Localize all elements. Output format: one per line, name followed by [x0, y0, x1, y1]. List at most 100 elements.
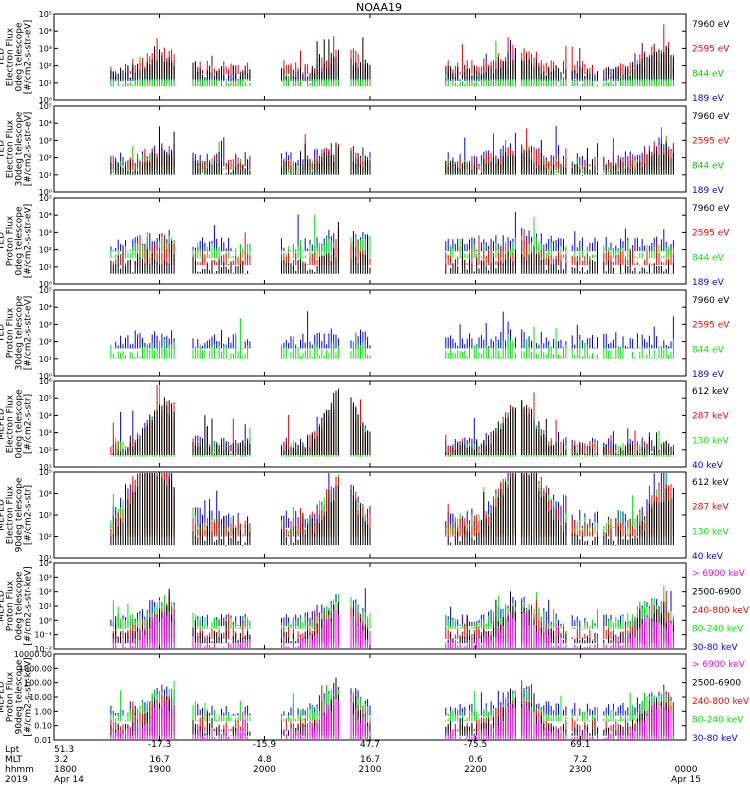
channel-label: 2595 eV — [692, 321, 730, 331]
y-axis-label-line: Proton Flux — [6, 671, 16, 722]
y-tick-label: 10¹ — [39, 463, 52, 472]
y-tick-label: 10⁵ — [39, 102, 52, 111]
y-axis-label-line: [#/cm2-s-str-eV] — [24, 20, 34, 95]
series-trace — [110, 222, 674, 275]
y-axis-label: MEPED Electron Flux 90deg telescope [#/cm2-… — [0, 477, 34, 552]
y-axis-label-line: 0deg telescope — [15, 22, 25, 92]
y-axis-label-line: TED — [0, 48, 7, 67]
ephemeris-value: 1900 — [148, 765, 171, 775]
series-6900-keV — [112, 606, 674, 648]
y-tick-label: 10⁴ — [39, 559, 52, 568]
y-axis-label-line: MEPED — [0, 681, 7, 713]
y-axis-label-line: TED — [0, 232, 7, 251]
ephemeris-value: 2100 — [359, 765, 382, 775]
channel-label: 844 eV — [692, 253, 725, 263]
series-trace — [110, 388, 674, 456]
series-group — [110, 311, 674, 360]
figure-title: NOAA19 — [356, 1, 402, 14]
panel-4: 10⁰ 10¹ 10² 10³ 10⁴ 10⁵ TED Proton Flux 30deg te… — [0, 286, 730, 381]
channel-label: 2595 eV — [692, 137, 730, 147]
y-tick-label: 10000.00 — [14, 650, 52, 659]
series-844-eV — [110, 318, 674, 360]
channel-label: 80-240 keV — [692, 625, 744, 635]
channel-label: 2500-6900 — [692, 679, 741, 689]
channel-label: 287 keV — [692, 412, 729, 422]
y-axis-label-line: TED — [0, 140, 7, 159]
ephemeris-value: 7.2 — [573, 755, 587, 765]
series-trace — [112, 606, 674, 648]
y-axis-label-line: Proton Flux — [6, 307, 16, 358]
y-axis-label-line: 0deg telescope — [15, 571, 25, 641]
series-7960-eV — [110, 126, 674, 176]
y-axis-label: MEPED Electron Flux 0deg telescope [#/cm2-s… — [0, 389, 34, 459]
ephemeris-value: 4.8 — [257, 755, 272, 765]
channel-label: 40 keV — [692, 552, 724, 562]
ephemeris-lat-value: 47.7 — [360, 740, 380, 750]
y-tick-label: 10³ — [39, 228, 52, 237]
channel-label: 844 eV — [692, 345, 725, 355]
ephemeris-value: 0.6 — [468, 755, 483, 765]
y-axis-label-line: [#/cm2-s-str-eV] — [24, 204, 34, 279]
series-trace — [110, 473, 674, 547]
y-tick-label: 10⁴ — [39, 27, 52, 36]
panel-2: 10⁰ 10¹ 10² 10³ 10⁴ 10⁵ TED Electron Flux 30deg … — [0, 102, 730, 197]
channel-label: 130 keV — [692, 527, 729, 537]
y-axis-label-line: 90deg telescope — [15, 659, 25, 734]
ephemeris-lat-value: -17.3 — [148, 740, 171, 750]
y-axis-label: TED Proton Flux 30deg telescope [#/cm2-s-st… — [0, 295, 34, 370]
channel-label: 844 eV — [692, 161, 725, 171]
ephemeris-value: 16.7 — [150, 755, 170, 765]
panel-6: 10¹ 10² 10³ 10⁴ 10⁵ MEPED Electron Flux 90deg t… — [0, 468, 729, 563]
y-tick-label: 1000.00 — [19, 664, 52, 673]
y-tick-label: 10⁻² — [34, 645, 52, 654]
y-tick-label: 10³ — [39, 573, 52, 582]
series-trace — [110, 688, 674, 739]
channel-label: 240-800 keV — [692, 606, 750, 616]
series-trace — [110, 126, 674, 176]
y-tick-label: 100.00 — [24, 679, 52, 688]
channel-label: 2595 eV — [692, 229, 730, 239]
y-axis-label-line: MEPED — [0, 499, 7, 531]
channel-label: 2500-6900 — [692, 588, 741, 598]
y-tick-label: 10⁴ — [39, 303, 52, 312]
y-axis-label-line: TED — [0, 324, 7, 343]
y-tick-label: 10³ — [39, 136, 52, 145]
y-tick-label: 10² — [39, 446, 52, 455]
series-group — [110, 677, 674, 739]
y-axis-label-line: [#/cm2-s-str] — [24, 394, 34, 454]
y-tick-label: 10⁻¹ — [34, 631, 52, 640]
y-tick-label: 10¹ — [39, 602, 52, 611]
ephemeris-value: 2200 — [464, 765, 487, 775]
y-tick-label: 10² — [39, 588, 52, 597]
y-axis-label-line: [#/cm2-s-str-eV] — [24, 112, 34, 187]
channel-label: 612 keV — [692, 387, 729, 397]
ephemeris-row-label: Lpt — [5, 745, 20, 755]
y-axis-label-line: Electron Flux — [6, 119, 16, 178]
ephemeris-value: 51.3 — [54, 745, 74, 755]
y-tick-label: 10² — [39, 62, 52, 71]
series-trace — [110, 37, 674, 81]
y-axis-label-line: [#/cm2-s-str-keV] — [24, 657, 34, 736]
channel-label: 189 eV — [692, 278, 725, 288]
series-group — [110, 212, 674, 275]
y-tick-label: 10² — [39, 338, 52, 347]
ephemeris-lat-value: -15.9 — [253, 740, 277, 750]
y-tick-label: 10¹ — [39, 554, 52, 563]
y-tick-label: 10⁰ — [39, 188, 52, 197]
y-tick-label: 10⁴ — [39, 411, 52, 420]
channel-label: 844 eV — [692, 69, 725, 79]
channel-label: 7960 eV — [692, 204, 730, 214]
series-612-keV — [110, 388, 674, 456]
y-tick-label: 10.00 — [29, 693, 52, 702]
panel-3: 10⁰ 10¹ 10² 10³ 10⁴ 10⁵ TED Proton Flux 0deg tel… — [0, 194, 730, 289]
channel-label: 189 eV — [692, 186, 725, 196]
ephemeris-value: 3.2 — [54, 755, 68, 765]
y-axis-label-line: 0deg telescope — [15, 389, 25, 459]
ephemeris-lat-value: 69.1 — [570, 740, 590, 750]
y-tick-label: 10³ — [39, 429, 52, 438]
series-612-keV — [110, 473, 674, 547]
channel-label: 287 keV — [692, 503, 729, 513]
series-6900-keV — [110, 688, 674, 739]
y-axis-label: MEPED Proton Flux 0deg telescope [#/cm2-s-s… — [0, 566, 34, 645]
